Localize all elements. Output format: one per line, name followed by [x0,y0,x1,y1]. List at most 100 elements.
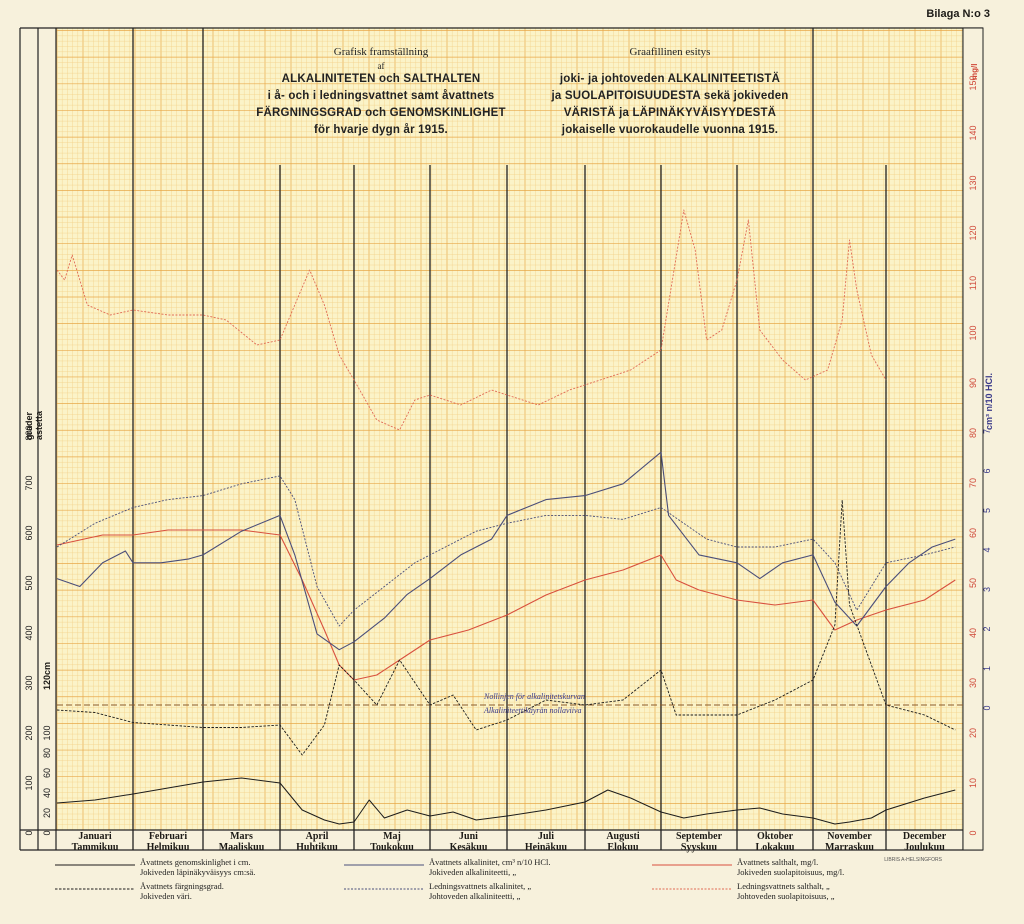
color-tick: 100 [24,775,34,790]
month-label: September Syyskuu [661,831,737,853]
month-sv: Augusti [606,831,640,842]
axis-tick-labels: 0100200300400500600700800020406080100010… [24,75,992,835]
salt-tick: 130 [968,175,978,190]
month-sv: Juni [459,831,478,842]
legend-text: Ledningsvattnets salthalt, „ [737,881,830,891]
legend-text: Johtoveden alkaliniteetti, „ [429,891,521,901]
month-label: Maj Toukokuu [354,831,430,853]
legend-text: Jokiveden alkaliniteetti, „ [429,867,517,877]
transparency-tick: 20 [42,808,52,818]
month-sv: Juli [537,831,555,842]
month-label: Juni Kesäkuu [430,831,507,853]
title-sv-line: i å- och i ledningsvattnet samt åvattnet… [267,90,495,102]
legend-text: Jokiveden suolapitoisuus, mg/l. [737,867,845,877]
color-tick: 500 [24,575,34,590]
month-label: April Huhtikuu [280,831,354,853]
legend-entry: Åvattnets alkalinitet, cm³ n/10 HCl. Joki… [429,857,551,877]
month-fi: Huhtikuu [296,842,338,853]
grid [56,28,963,831]
salt-tick: 0 [968,830,978,835]
month-label: Februari Helmikuu [133,831,203,853]
color-axis-unit: grader astetta [24,411,44,440]
zero-line-note-sv: Nollinjen för alkalinitetskurvan [484,692,585,701]
month-label: November Marraskuu [813,831,886,853]
color-tick: 800 [24,425,34,440]
salt-tick: 70 [968,478,978,488]
series-black-solid [56,777,956,825]
alk-axis-unit: cm³ n/10 HCl. [984,372,994,430]
color-tick: 400 [24,625,34,640]
month-sv: Februari [148,831,188,842]
month-fi: Syyskuu [680,842,718,853]
month-fi: Toukokuu [370,842,414,853]
color-tick: 600 [24,525,34,540]
title-fi-line: ja SUOLAPITOISUUDESTA sekä jokiveden [551,90,789,102]
month-sv: Oktober [756,831,794,842]
legend-text: Johtoveden suolapitoisuus, „ [737,891,835,901]
month-sv: September [675,831,723,842]
series-blue-dashed [56,475,956,627]
color-tick: 200 [24,725,34,740]
series-black-dashed [56,499,956,756]
salt-tick: 120 [968,225,978,240]
data-series [56,209,956,825]
transparency-tick: 100 [42,725,52,740]
alk-tick: 5 [982,508,992,513]
salt-tick: 80 [968,428,978,438]
legend-line-samples [55,864,732,890]
month-sv: April [305,831,329,842]
month-fi: Joulukuu [904,842,945,853]
legend-entry: Ledningsvattnets alkalinitet, „ Johtovede… [429,881,531,901]
legend-entry: Åvattnets färgningsgrad. Jokiveden väri. [140,881,224,901]
month-label: Juli Heinäkuu [507,831,585,853]
salt-tick: 10 [968,778,978,788]
month-sv: Januari [78,831,112,842]
month-label: Augusti Elokuu [585,831,661,853]
month-sv: Maj [383,831,401,842]
legend-text: Åvattnets salthalt, mg/l. [737,857,819,867]
alk-tick: 0 [982,705,992,710]
zero-line-note-fi: Alkaliniteettikäyrän nollaviiva [484,706,582,715]
salt-tick: 100 [968,325,978,340]
month-fi: Helmikuu [146,842,190,853]
title-fi-line: joki- ja johtoveden ALKALINITEETISTÄ [559,73,781,85]
month-fi: Kesäkuu [449,842,488,853]
series-red-dashed [56,209,887,431]
title-finnish: Graafillinen esitys joki- ja johtoveden … [510,44,830,139]
month-divider-lines [132,28,887,850]
title-fi-line: Graafillinen esitys [629,46,711,58]
title-sv-line: för hvarje dygn år 1915. [314,124,448,136]
month-fi: Tammikuu [71,842,119,853]
salt-tick: 60 [968,528,978,538]
transparency-tick: 0 [42,830,52,835]
salt-axis-unit: mg/l [970,63,979,80]
salt-tick: 140 [968,125,978,140]
month-fi: Marraskuu [825,842,874,853]
month-sv: Mars [230,831,253,842]
legend-text: Åvattnets genomskinlighet i cm. [140,857,251,867]
month-fi: Elokuu [607,842,639,853]
appendix-label: Bilaga N:o 3 [926,8,990,20]
series-blue-solid [56,451,956,651]
title-sv-line: Grafisk framställning [333,46,429,58]
alk-tick: 3 [982,587,992,592]
alk-tick: 6 [982,468,992,473]
month-label: Oktober Lokakuu [737,831,813,853]
month-sv: December [902,831,947,842]
month-fi: Heinäkuu [524,842,568,853]
title-swedish: Grafisk framställning af ALKALINITETEN o… [236,44,526,139]
legend-entry: Åvattnets genomskinlighet i cm. Jokiveden… [140,857,255,877]
title-fi-line: jokaiselle vuorokaudelle vuonna 1915. [561,124,779,136]
legend-text: Åvattnets färgningsgrad. [140,881,224,891]
title-fi-line: VÄRISTÄ ja LÄPINÄKYVÄISYYDESTÄ [563,107,777,119]
title-sv-line: FÄRGNINGSGRAD och GENOMSKINLIGHET [256,107,506,119]
legend-text: Ledningsvattnets alkalinitet, „ [429,881,532,891]
legend-text: Åvattnets alkalinitet, cm³ n/10 HCl. [429,857,551,867]
legend-entry: Ledningsvattnets salthalt, „ Johtoveden s… [737,881,835,901]
month-label: Mars Maaliskuu [203,831,280,853]
salt-tick: 90 [968,378,978,388]
title-sv-line: ALKALINITETEN och SALTHALTEN [281,73,481,85]
title-sv-line: af [377,61,385,71]
legend-entry: Åvattnets salthalt, mg/l. Jokiveden suola… [737,857,844,877]
